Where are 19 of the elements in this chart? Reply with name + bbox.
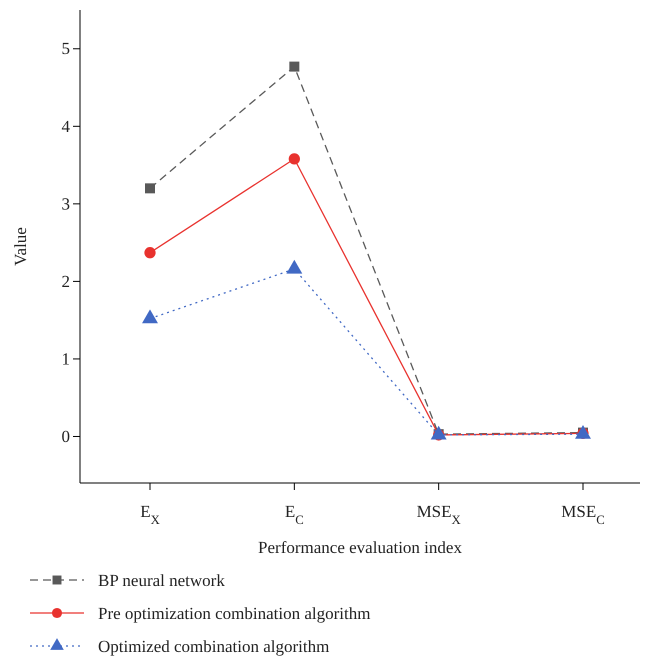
- y-axis-title: Value: [11, 227, 30, 266]
- point: [289, 62, 300, 72]
- x-axis-title: Performance evaluation index: [258, 538, 462, 557]
- legend-label: Pre optimization combination algorithm: [98, 604, 370, 623]
- legend-label: Optimized combination algorithm: [98, 637, 330, 656]
- point: [144, 247, 156, 258]
- y-tick-label: 4: [62, 116, 70, 136]
- legend-label: BP neural network: [98, 571, 226, 590]
- y-tick-label: 2: [62, 272, 70, 291]
- y-tick-label: 5: [62, 39, 70, 58]
- point: [145, 183, 155, 194]
- y-tick-label: 3: [62, 194, 70, 214]
- x-tick-label: E$_{C}$: [284, 502, 304, 527]
- y-tick-label: 0: [62, 426, 70, 446]
- point: [288, 153, 300, 165]
- x-tick-label: MSE$_{C}$: [561, 502, 605, 527]
- x-tick-label: MSE$_{X}$: [416, 502, 461, 527]
- x-tick-label: E$_{X}$: [140, 502, 160, 527]
- y-tick-label: 1: [62, 349, 70, 368]
